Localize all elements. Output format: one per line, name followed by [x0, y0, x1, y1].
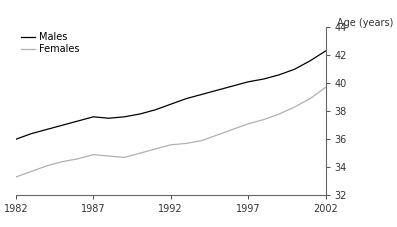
- Text: Age (years): Age (years): [337, 18, 393, 28]
- Males: [308, 59, 312, 62]
- Females: [60, 160, 65, 163]
- Females: [91, 153, 96, 156]
- Males: [277, 74, 281, 76]
- Males: [91, 116, 96, 118]
- Females: [29, 170, 34, 173]
- Females: [246, 122, 251, 125]
- Females: [292, 106, 297, 109]
- Females: [199, 139, 204, 142]
- Females: [261, 118, 266, 121]
- Males: [60, 124, 65, 127]
- Females: [13, 176, 18, 178]
- Males: [168, 103, 173, 106]
- Females: [137, 152, 142, 155]
- Males: [29, 132, 34, 135]
- Males: [106, 117, 111, 120]
- Males: [137, 113, 142, 115]
- Females: [168, 143, 173, 146]
- Females: [277, 113, 281, 115]
- Males: [292, 68, 297, 71]
- Males: [153, 109, 158, 111]
- Males: [246, 81, 251, 83]
- Males: [184, 97, 189, 100]
- Males: [261, 78, 266, 80]
- Females: [308, 97, 312, 100]
- Females: [230, 128, 235, 131]
- Females: [106, 155, 111, 157]
- Females: [44, 164, 49, 167]
- Females: [75, 158, 80, 160]
- Females: [184, 142, 189, 145]
- Males: [44, 128, 49, 131]
- Males: [199, 93, 204, 96]
- Males: [215, 89, 220, 91]
- Females: [323, 86, 328, 89]
- Males: [323, 50, 328, 52]
- Females: [122, 156, 127, 159]
- Males: [13, 138, 18, 141]
- Males: [75, 120, 80, 122]
- Males: [230, 85, 235, 87]
- Legend: Males, Females: Males, Females: [21, 32, 80, 54]
- Males: [122, 116, 127, 118]
- Line: Males: Males: [16, 51, 326, 139]
- Females: [153, 148, 158, 151]
- Females: [215, 134, 220, 136]
- Line: Females: Females: [16, 87, 326, 177]
